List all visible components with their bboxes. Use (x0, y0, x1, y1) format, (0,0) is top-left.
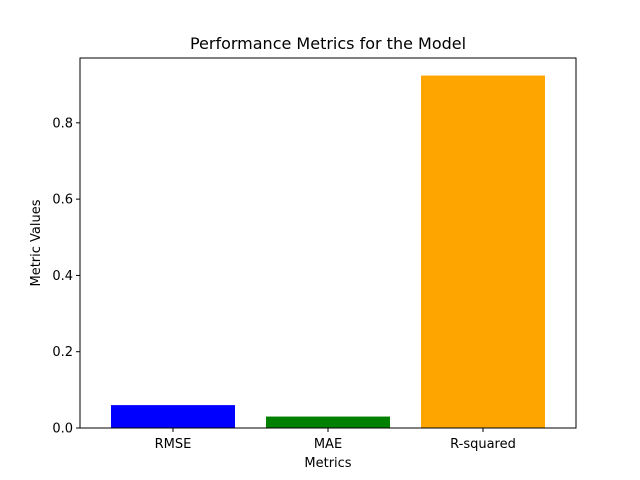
y-axis: 0.0 0.2 0.4 0.6 0.8 (52, 116, 80, 437)
bar-rmse (111, 405, 235, 428)
y-tick-label: 0.2 (52, 345, 73, 360)
bar-mae (266, 416, 390, 428)
bars-group (111, 75, 545, 429)
x-tick-label: MAE (314, 437, 342, 452)
bar-r-squared (421, 75, 545, 429)
x-axis: RMSE MAE R-squared (155, 428, 516, 452)
y-tick-label: 0.4 (52, 269, 73, 284)
x-tick-label: R-squared (450, 437, 516, 452)
y-tick-label: 0.0 (52, 422, 73, 437)
chart-title: Performance Metrics for the Model (190, 34, 466, 53)
y-tick-label: 0.8 (52, 116, 73, 131)
x-axis-label: Metrics (304, 456, 351, 471)
x-tick-label: RMSE (155, 437, 192, 452)
y-axis-label: Metric Values (29, 199, 44, 286)
y-tick-label: 0.6 (52, 193, 73, 208)
